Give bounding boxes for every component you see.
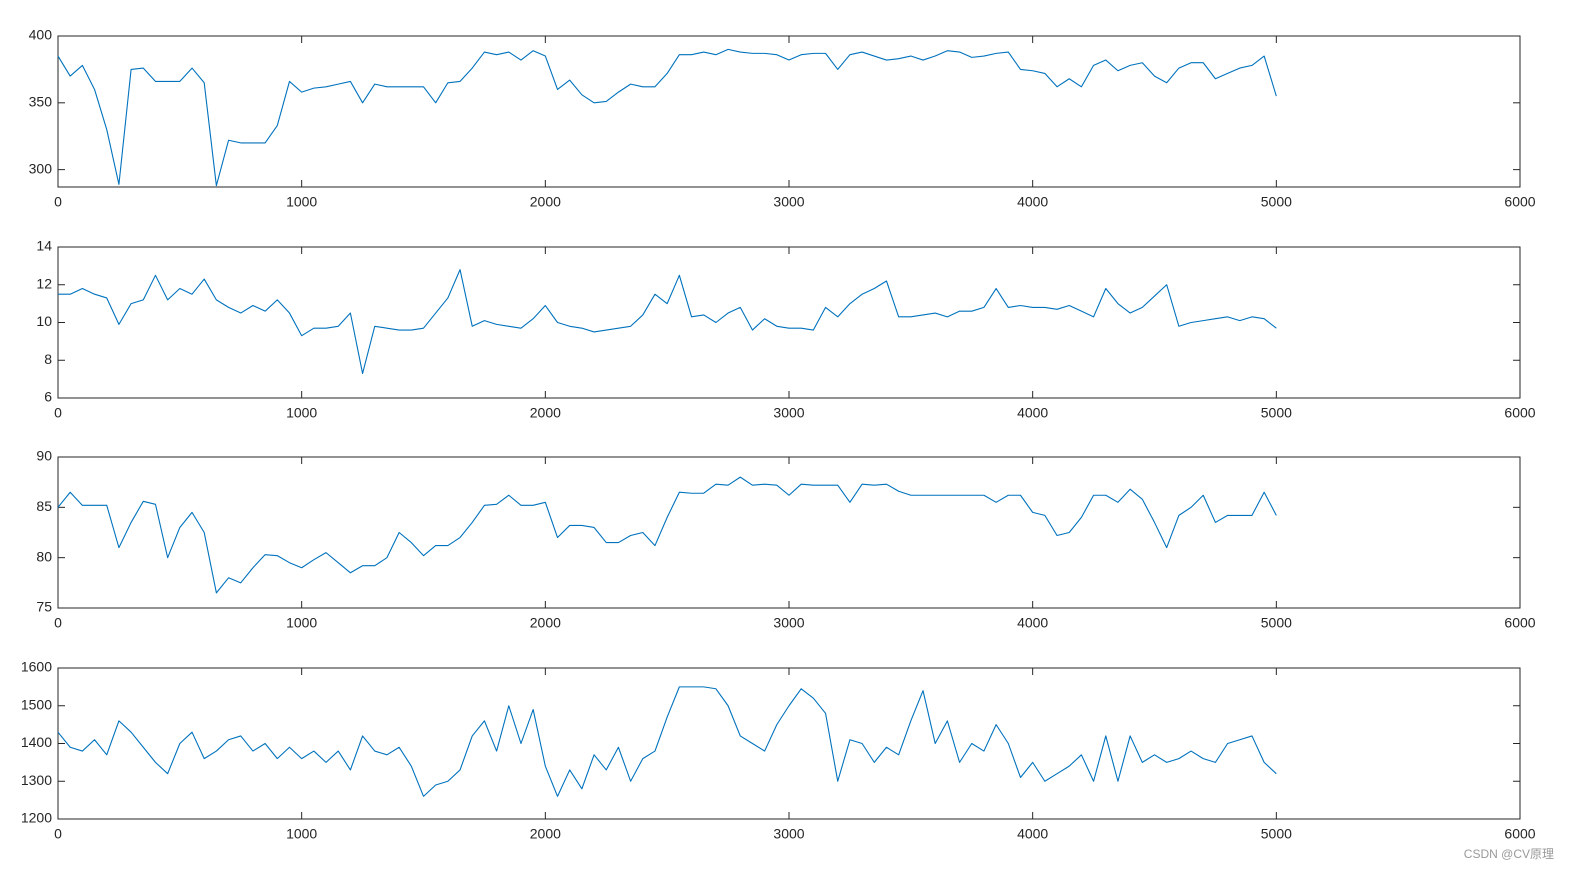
x-tick-label: 1000 [286,194,317,210]
x-tick-label: 3000 [773,615,804,631]
y-tick-label: 1400 [21,734,52,750]
x-tick-label: 6000 [1504,194,1535,210]
y-tick-label: 1200 [21,810,52,826]
x-tick-label: 0 [54,826,62,842]
x-tick-label: 2000 [530,405,561,421]
x-tick-label: 4000 [1017,194,1048,210]
x-tick-label: 2000 [530,615,561,631]
data-line [58,269,1277,375]
x-tick-label: 5000 [1261,405,1292,421]
x-tick-label: 0 [54,405,62,421]
y-tick-label: 1500 [21,696,52,712]
x-tick-label: 1000 [286,405,317,421]
x-tick-label: 3000 [773,194,804,210]
y-tick-label: 90 [36,448,52,464]
y-tick-label: 80 [36,548,52,564]
x-tick-label: 2000 [530,826,561,842]
x-tick-label: 0 [54,615,62,631]
x-tick-label: 4000 [1017,826,1048,842]
x-tick-label: 2000 [530,194,561,210]
data-line [57,686,1277,797]
watermark: CSDN @CV原理 [1464,847,1554,861]
y-tick-label: 10 [36,313,52,329]
data-line [57,476,1277,594]
x-tick-label: 1000 [286,615,317,631]
x-tick-label: 4000 [1017,615,1048,631]
y-tick-label: 8 [44,351,52,367]
x-tick-label: 3000 [773,826,804,842]
x-tick-label: 0 [54,194,62,210]
x-tick-label: 5000 [1261,826,1292,842]
axes-box [57,35,1521,188]
y-tick-label: 300 [29,160,53,176]
axes-box [57,456,1521,609]
x-tick-label: 1000 [286,826,317,842]
y-tick-label: 12 [36,275,52,291]
x-tick-label: 3000 [773,405,804,421]
y-tick-label: 1300 [21,772,52,788]
y-tick-label: 85 [36,498,52,514]
y-tick-label: 75 [36,599,52,615]
y-tick-label: 6 [44,389,52,405]
y-tick-label: 14 [36,238,52,254]
y-tick-label: 1600 [21,659,52,675]
data-line [57,48,1277,187]
x-tick-label: 6000 [1504,405,1535,421]
axes-box [57,246,1521,399]
x-tick-label: 6000 [1504,615,1535,631]
axes-box [57,667,1521,820]
x-tick-label: 4000 [1017,405,1048,421]
y-tick-label: 400 [29,27,53,43]
x-tick-label: 5000 [1261,194,1292,210]
y-tick-label: 350 [29,94,53,110]
x-tick-label: 6000 [1504,826,1535,842]
x-tick-label: 5000 [1261,615,1292,631]
